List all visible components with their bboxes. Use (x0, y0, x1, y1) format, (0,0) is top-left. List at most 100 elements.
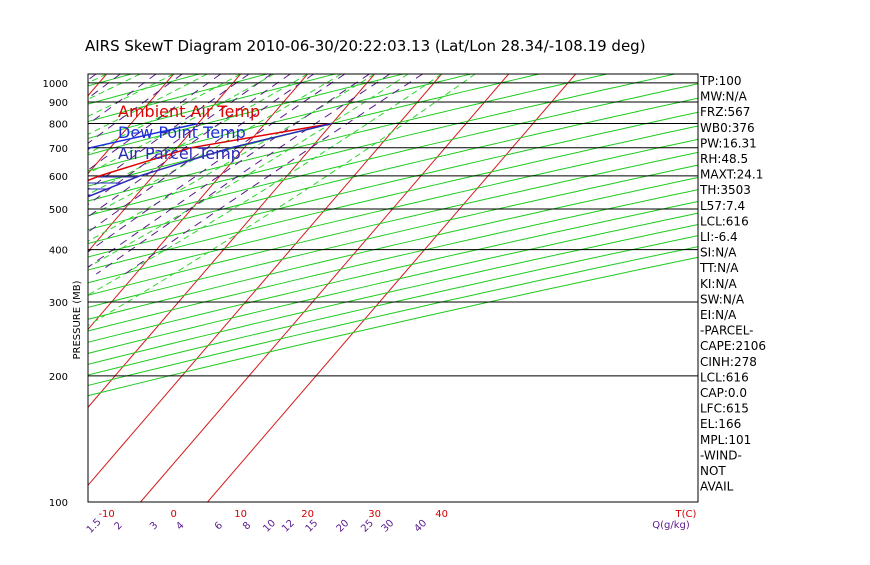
parcel-temp-line (88, 122, 333, 198)
mixing-ratio-label: 4 (174, 520, 186, 532)
isotherm-line (0, 74, 40, 502)
dry-adiabat-line (88, 235, 698, 376)
pressure-tick-label: 200 (49, 372, 68, 383)
stat-line: MPL:101 (700, 433, 751, 447)
stat-line: CINH:278 (700, 355, 757, 369)
stat-line: MAXT:24.1 (700, 168, 763, 182)
dry-adiabat-line (88, 74, 132, 87)
stat-line: RH:48.5 (700, 152, 748, 166)
dry-adiabat-line (88, 212, 698, 354)
dry-adiabat-line (88, 83, 698, 231)
bottom-temp-tick-label: 0 (170, 509, 176, 520)
bottom-temp-tick-label: 30 (368, 509, 381, 520)
legend: Ambient Air Temp Dew Point Temp Air Parcel… (118, 102, 260, 163)
dry-adiabat-line (88, 223, 698, 365)
dry-adiabat-line (88, 201, 698, 343)
mixing-ratio-label: 40 (412, 518, 429, 535)
pressure-tick-label: 800 (49, 119, 68, 130)
stat-line: MW:N/A (700, 90, 748, 104)
mixing-ratio-label: 20 (335, 518, 352, 535)
stat-line: PW:16.31 (700, 136, 757, 150)
bottom-temp-tick-label: 20 (301, 509, 314, 520)
stat-line: LCL:616 (700, 214, 749, 228)
mixing-ratio-label: 8 (241, 520, 253, 532)
dry-adiabat-line (88, 74, 336, 139)
plot-frame (87, 73, 699, 503)
stat-line: FRZ:567 (700, 105, 750, 119)
moist-adiabat-line (88, 74, 275, 174)
chart-title: AIRS SkewT Diagram 2010-06-30/20:22:03.1… (85, 37, 646, 55)
pressure-tick-label: 900 (49, 98, 68, 109)
stat-line: EL:166 (700, 417, 741, 431)
stat-line: L57:7.4 (700, 199, 745, 213)
mixing-ratio-line (124, 74, 423, 275)
stat-line: AVAIL (700, 480, 734, 494)
dry-adiabat-line (88, 256, 698, 397)
stat-line: SI:N/A (700, 246, 737, 260)
cape-hatch-region (88, 172, 151, 197)
moist-adiabat-line (88, 74, 342, 218)
mixing-ratio-label: 10 (261, 518, 278, 535)
pressure-tick-label: 400 (49, 246, 68, 257)
dry-adiabat-line (88, 176, 698, 320)
y-axis-label: PRESSURE (MB) (72, 280, 83, 359)
stat-line: CAPE:2106 (700, 339, 766, 353)
mixing-ratio-label: 15 (304, 518, 321, 535)
mixing-ratio-label: 2 (112, 520, 124, 532)
stat-line: LFC:615 (700, 402, 749, 416)
pressure-tick-label: 600 (49, 172, 68, 183)
legend-item: Ambient Air Temp (118, 102, 260, 121)
isotherm-line (207, 74, 577, 502)
pressure-tick-label: 300 (49, 298, 68, 309)
mixing-ratio-unit-label: Q(g/kg) (652, 520, 690, 531)
isotherm-line (88, 74, 175, 175)
stat-line: EI:N/A (700, 308, 737, 322)
bottom-temp-tick-label: 40 (435, 509, 448, 520)
mixing-ratio-line (0, 74, 9, 274)
stat-line: TP:100 (699, 74, 742, 88)
mixing-ratio-label: 30 (380, 518, 397, 535)
bottom-axis-label: T(C) (675, 509, 697, 520)
dry-adiabat-line (88, 246, 698, 386)
legend-item: Dew Point Temp (118, 123, 246, 142)
isotherm-line (88, 74, 376, 409)
moist-adiabat-line (88, 74, 442, 296)
pressure-tick-label: 100 (49, 498, 68, 509)
pressure-tick-label: 700 (49, 144, 68, 155)
stat-line: -PARCEL- (700, 324, 754, 338)
isotherm-line (140, 74, 510, 502)
mixing-ratio-label: 6 (213, 520, 225, 532)
stat-line: LCL:616 (700, 370, 749, 384)
stat-line: TT:N/A (699, 261, 739, 275)
dry-adiabat-line (88, 97, 698, 245)
stat-line: KI:N/A (700, 277, 737, 291)
dry-adiabat-line (88, 74, 200, 105)
stat-line: NOT (700, 464, 726, 478)
stat-line: WB0:376 (700, 121, 755, 135)
dry-adiabat-line (88, 74, 472, 172)
stat-line: TH:3503 (699, 183, 751, 197)
legend-item: Air Parcel Temp (118, 144, 241, 163)
dry-adiabat-line (88, 74, 404, 156)
mixing-ratio-line (88, 74, 121, 99)
stat-line: CAP:0.0 (700, 386, 747, 400)
dry-adiabat-line (88, 151, 698, 296)
dry-adiabat-line (88, 189, 698, 332)
bottom-temp-tick-label: 10 (234, 509, 247, 520)
moist-adiabat-line (88, 74, 308, 196)
moist-adiabat-line (88, 74, 476, 327)
stat-line: LI:-6.4 (700, 230, 738, 244)
dry-adiabat-line (0, 74, 64, 502)
dry-adiabat-line (88, 125, 698, 271)
dry-adiabat-line (88, 138, 698, 284)
plot-area (0, 74, 698, 502)
moist-adiabat-line (88, 74, 375, 242)
mixing-ratio-label: 12 (280, 518, 297, 535)
dry-adiabat-line (88, 74, 608, 202)
stat-line: SW:N/A (700, 292, 745, 306)
pressure-tick-label: 500 (49, 205, 68, 216)
pressure-tick-label: 1000 (43, 79, 68, 90)
